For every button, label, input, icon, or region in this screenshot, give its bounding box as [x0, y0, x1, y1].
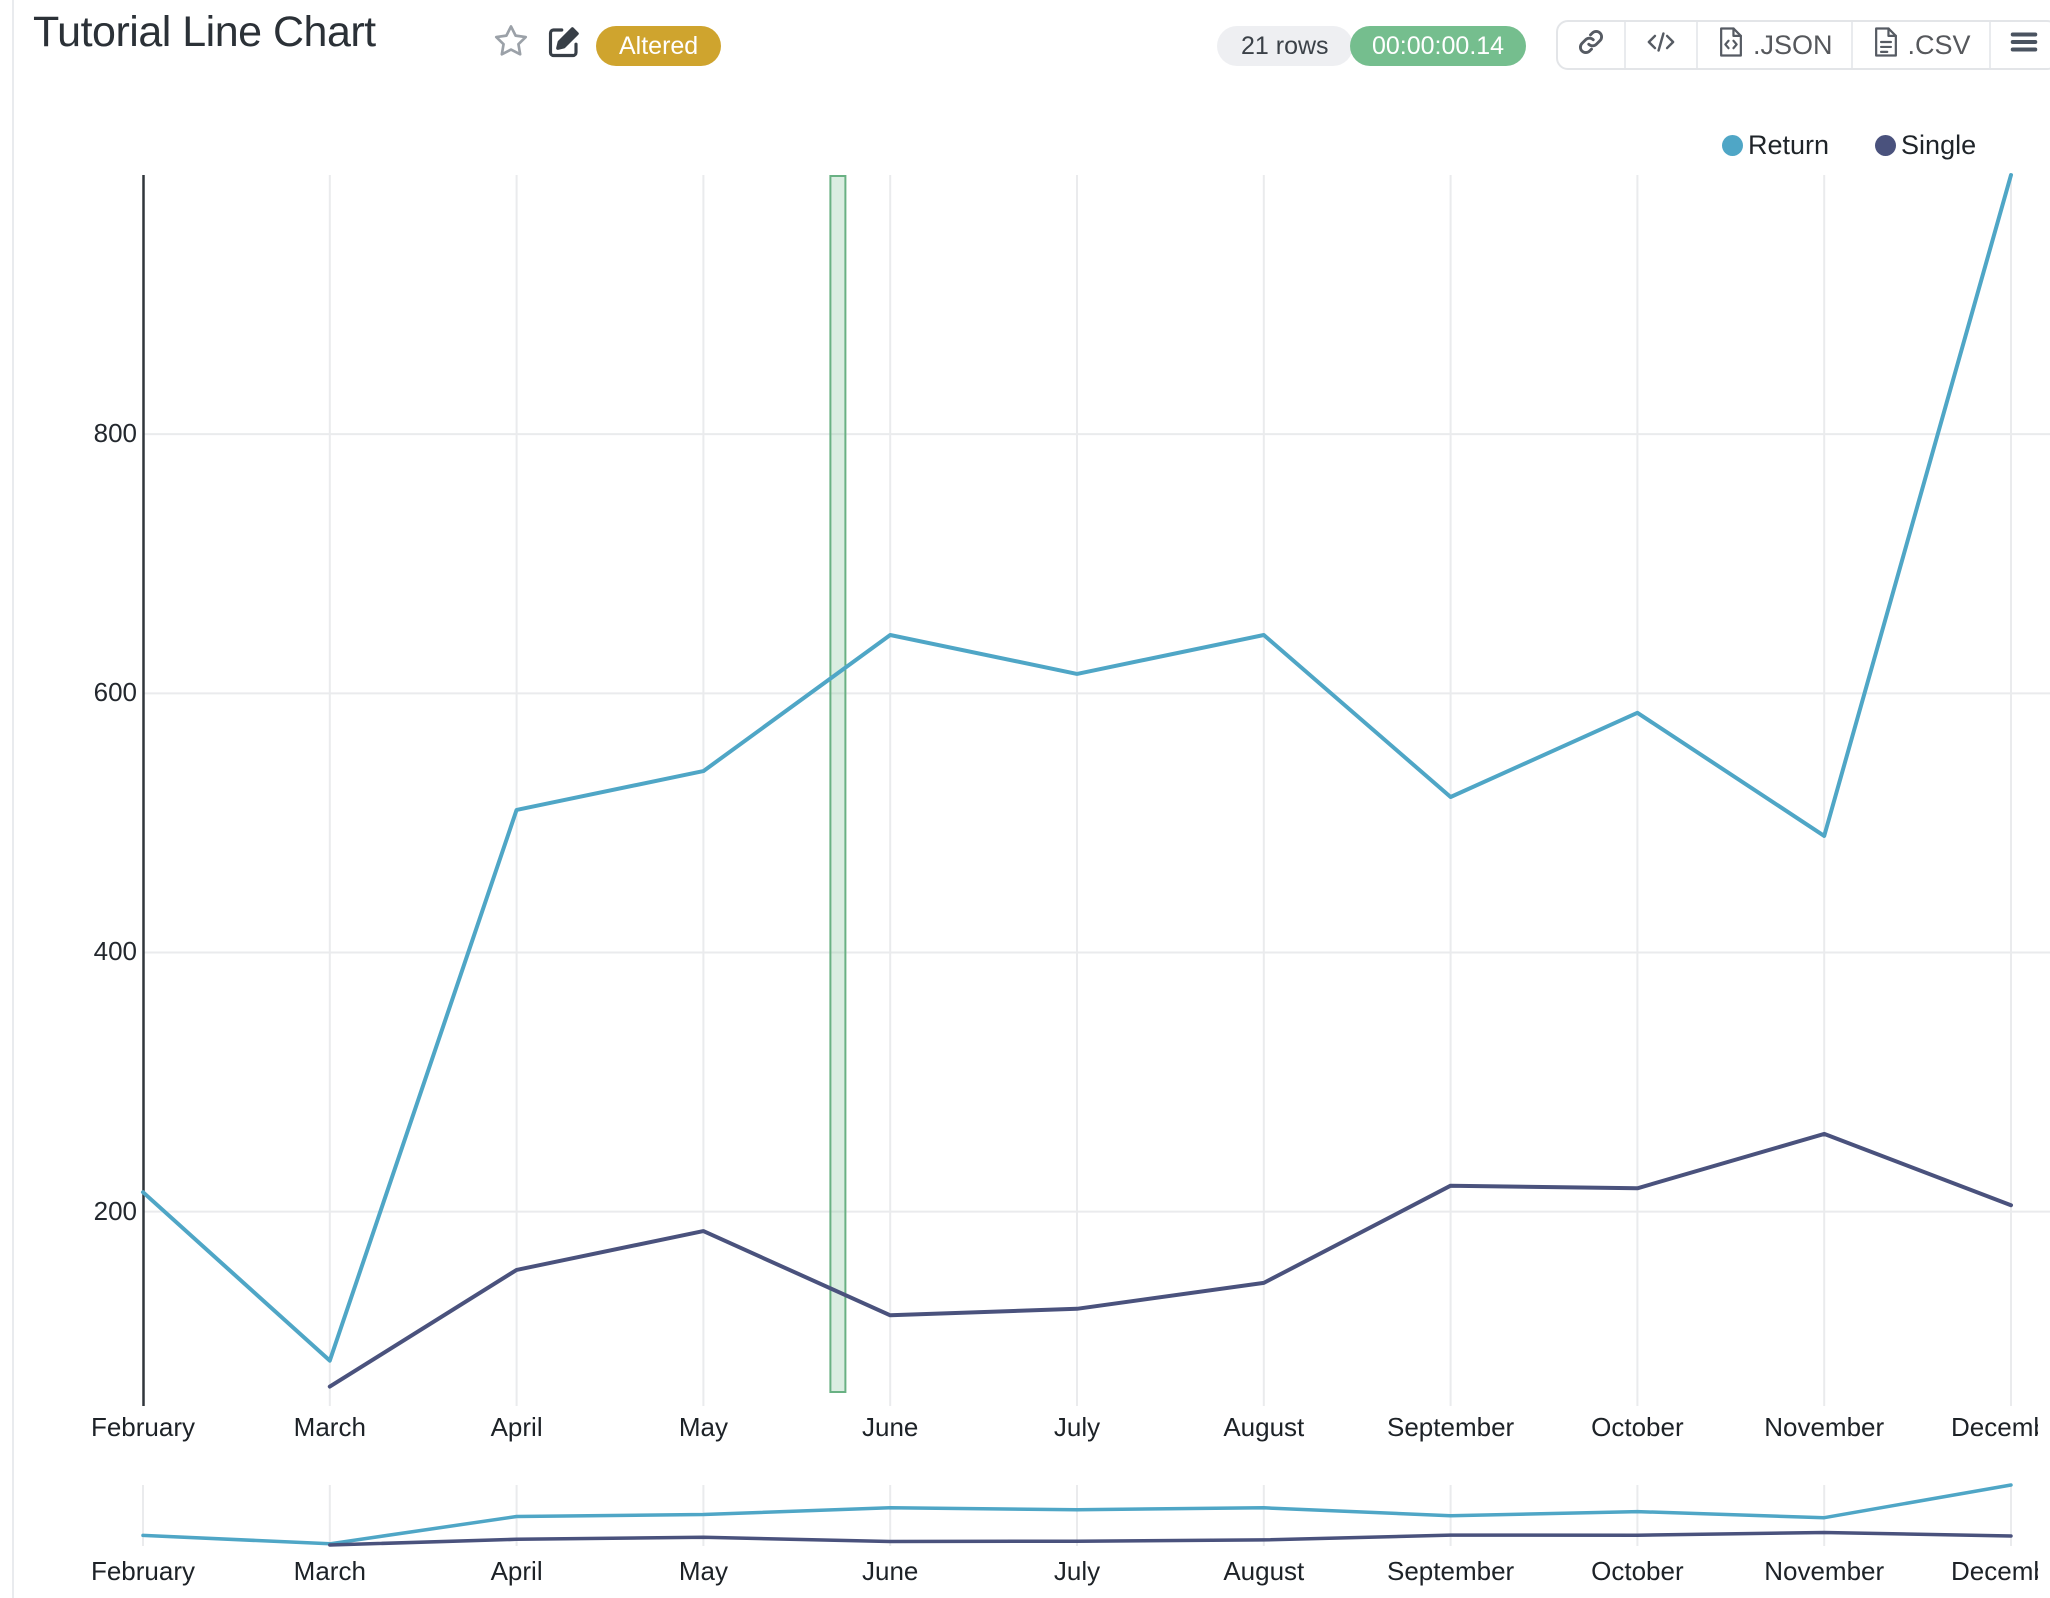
edit-question-button[interactable] [546, 24, 582, 60]
vertical-gridlines [328, 175, 2012, 1406]
share-link-button[interactable] [1558, 22, 1624, 68]
chart-legend: Return Single [1722, 130, 1976, 161]
menu-icon [2009, 29, 2039, 62]
y-axis-tick-label: 400 [93, 936, 137, 967]
horizontal-gridlines [143, 433, 2050, 1213]
series-line-single[interactable] [327, 1131, 2013, 1389]
download-toolbar: .JSON .CSV [1556, 20, 2050, 70]
y-axis-tick-label: 200 [93, 1195, 137, 1226]
y-axis-tick-label: 800 [93, 418, 137, 449]
legend-label: Single [1901, 130, 1977, 160]
y-axis-tick-label: 600 [93, 677, 137, 708]
legend-label: Return [1748, 130, 1830, 160]
favorite-star-button[interactable] [492, 22, 530, 60]
download-csv-button[interactable]: .CSV [1850, 22, 1989, 68]
edit-pencil-icon [546, 27, 582, 63]
star-icon [492, 25, 530, 63]
file-code-icon [1716, 26, 1746, 65]
page-title: Tutorial Line Chart [33, 8, 376, 56]
highlight-band [829, 175, 847, 1393]
status-badge: Altered [596, 26, 722, 66]
series-line-return[interactable] [141, 173, 2013, 1363]
legend-dot [1875, 135, 1897, 156]
mini-series-line-return [141, 1483, 2013, 1546]
legend-item-return[interactable]: Return [1722, 130, 1829, 161]
download-json-button[interactable]: .JSON [1696, 22, 1851, 68]
query-duration-badge: 00:00:00.14 [1350, 26, 1527, 66]
embed-code-icon [1644, 27, 1678, 64]
legend-item-single[interactable]: Single [1875, 130, 1976, 161]
mini-series-line-single [328, 1530, 2013, 1547]
download-json-label: .JSON [1753, 29, 1833, 60]
embed-code-button[interactable] [1624, 22, 1696, 68]
link-icon [1576, 27, 1606, 64]
more-options-button[interactable] [1988, 22, 2050, 68]
file-text-icon [1871, 26, 1901, 65]
row-count-badge: 21 rows [1217, 26, 1353, 66]
legend-dot [1722, 135, 1743, 156]
left-edge-divider [12, 0, 14, 1598]
download-csv-label: .CSV [1907, 29, 1971, 60]
